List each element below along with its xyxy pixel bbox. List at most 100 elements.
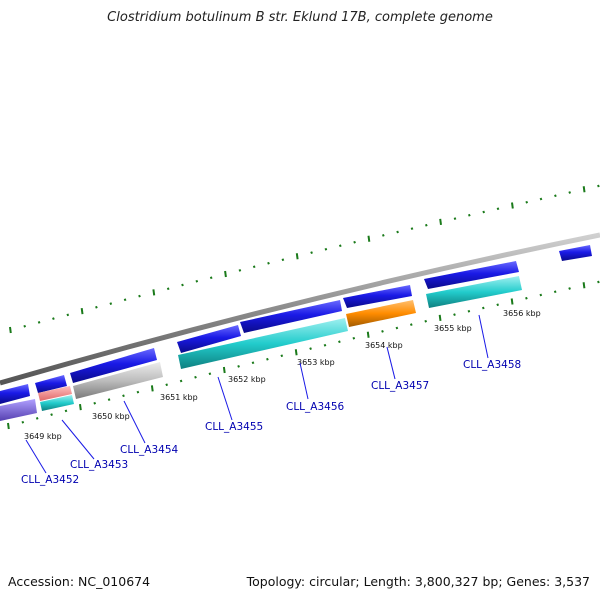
tick-mark [7,422,10,430]
gene-labels: CLL_A3452 CLL_A3453 CLL_A3454 CLL_A3455 … [21,359,521,486]
kbp-label: 3652 kbp [228,375,266,384]
tick-mark [597,184,600,188]
tick-mark [123,298,127,302]
tick-mark [395,326,399,330]
tick-mark [138,294,141,298]
tick-mark [165,383,169,387]
tick-mark [582,186,586,193]
gene-feature[interactable] [240,300,342,333]
tick-mark [597,280,600,284]
tick-mark [267,261,270,265]
cds-feature[interactable] [0,399,37,421]
tick-mark [37,321,41,324]
genome-summary: Topology: circular; Length: 3,800,327 bp… [246,574,590,589]
accession-label: Accession: NC_010674 [8,574,151,589]
tick-mark [238,269,242,272]
kbp-label: 3656 kbp [503,309,541,318]
gene-feature[interactable] [424,261,519,289]
gene-feature[interactable] [559,245,592,261]
kbp-label: 3649 kbp [24,432,62,441]
tick-mark [109,302,113,305]
gene-feature[interactable] [0,384,30,404]
tick-mark [181,283,184,287]
tick-mark [80,307,84,315]
tick-mark [338,340,341,344]
tick-mark [525,200,529,204]
tick-mark [453,313,456,316]
tick-mark [353,240,356,244]
gene-label[interactable]: CLL_A3455 [205,421,263,433]
tick-mark [310,251,313,254]
cds-track [0,276,522,421]
tick-mark [50,413,53,416]
gene-label[interactable]: CLL_A3454 [120,444,179,456]
tick-mark [496,207,500,211]
gene-feature[interactable] [70,348,157,383]
tick-mark [309,347,312,350]
tick-mark [251,361,255,365]
tick-mark [553,290,557,294]
tick-mark [194,375,197,379]
tick-mark [323,343,327,347]
cds-feature[interactable] [426,276,522,308]
map-title: Clostridium botulinum B str. Eklund 17B,… [107,10,493,25]
tick-mark [467,213,471,217]
tick-mark [52,317,55,320]
tick-mark [367,235,371,242]
tick-mark [9,326,12,334]
gene-label[interactable]: CLL_A3456 [286,401,345,413]
cds-feature[interactable] [178,318,348,369]
tick-mark [510,298,514,305]
kbp-label: 3651 kbp [160,393,198,402]
tick-mark [237,365,240,368]
tick-mark [136,390,140,394]
tick-mark [539,197,543,201]
tick-mark [467,309,471,313]
tick-mark [222,366,226,374]
gene-track-outer [0,245,592,404]
gene-feature[interactable] [343,285,412,308]
label-leaders [25,314,489,474]
cds-feature[interactable] [38,386,72,401]
cds-feature[interactable] [40,395,74,411]
gene-label[interactable]: CLL_A3457 [371,380,429,392]
tick-mark [453,217,457,220]
tick-mark [410,227,414,230]
tick-mark [525,296,528,300]
cds-feature[interactable] [346,300,416,327]
tick-mark [366,331,370,338]
kbp-label: 3655 kbp [434,324,472,333]
tick-mark [23,324,27,328]
tick-mark [66,313,70,317]
lower-tick-ring [7,280,600,430]
tick-mark [424,223,428,227]
tick-mark [568,191,572,194]
tick-mark [396,230,399,234]
tick-mark [95,305,98,309]
gene-label[interactable]: CLL_A3452 [21,474,79,486]
gene-feature[interactable] [35,375,67,393]
gene-label[interactable]: CLL_A3458 [463,359,521,371]
tick-mark [511,202,514,209]
tick-mark [266,357,269,361]
tick-mark [438,314,442,322]
tick-mark [409,323,413,326]
tick-mark [150,385,154,392]
tick-mark [35,417,39,420]
tick-mark [209,276,213,280]
tick-mark [496,303,500,307]
tick-mark [195,279,199,283]
upper-tick-ring [9,184,600,334]
cds-feature[interactable] [73,362,163,399]
tick-mark [280,354,284,358]
tick-mark [122,394,125,398]
tick-mark [107,398,111,401]
kbp-label: 3654 kbp [365,341,403,350]
tick-mark [21,420,25,424]
tick-mark [152,289,156,296]
gene-label[interactable]: CLL_A3453 [70,459,128,471]
tick-mark [166,287,170,291]
tick-mark [79,403,82,411]
gene-feature[interactable] [177,325,241,353]
